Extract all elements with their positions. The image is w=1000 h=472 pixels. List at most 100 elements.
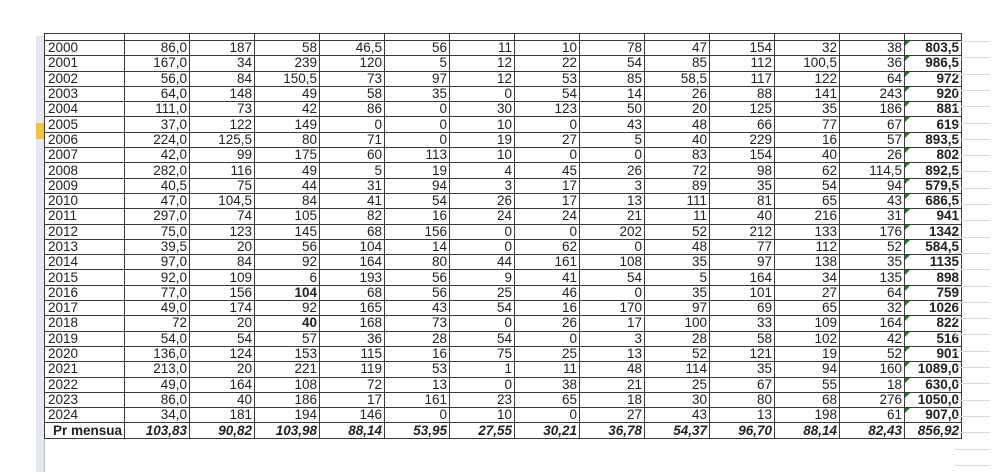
- value-cell[interactable]: 108: [579, 254, 646, 271]
- value-cell[interactable]: 58: [709, 330, 776, 347]
- value-cell[interactable]: 25: [644, 376, 711, 393]
- year-cell[interactable]: 2024: [43, 407, 126, 424]
- total-cell[interactable]: 759: [904, 284, 963, 302]
- value-cell[interactable]: 164: [709, 269, 776, 286]
- value-cell[interactable]: 133: [774, 223, 841, 240]
- value-cell[interactable]: 6: [254, 269, 321, 286]
- value-cell[interactable]: 64,0: [124, 85, 191, 103]
- value-cell[interactable]: 88: [709, 85, 776, 103]
- average-cell[interactable]: 53,95: [384, 422, 451, 439]
- value-cell[interactable]: 0: [514, 223, 581, 240]
- total-cell[interactable]: 822: [904, 315, 963, 332]
- row-header[interactable]: [36, 237, 44, 253]
- value-cell[interactable]: 150,5: [254, 70, 321, 87]
- value-cell[interactable]: 0: [449, 223, 516, 240]
- total-cell[interactable]: 893,5: [904, 131, 963, 149]
- value-cell[interactable]: 65: [514, 391, 581, 409]
- value-cell[interactable]: 111: [644, 192, 711, 210]
- row-header[interactable]: [36, 432, 44, 448]
- value-cell[interactable]: 26: [644, 85, 711, 103]
- value-cell[interactable]: 10: [449, 407, 516, 424]
- value-cell[interactable]: 40: [254, 315, 321, 332]
- total-cell[interactable]: 892,5: [904, 162, 963, 179]
- value-cell[interactable]: 20: [189, 315, 256, 332]
- value-cell[interactable]: 42: [254, 101, 321, 118]
- value-cell[interactable]: 149: [254, 116, 321, 133]
- value-cell[interactable]: 135: [839, 269, 906, 286]
- value-cell[interactable]: 175: [254, 147, 321, 164]
- value-cell[interactable]: 27: [579, 407, 646, 424]
- value-cell[interactable]: 123: [189, 223, 256, 240]
- value-cell[interactable]: 39,5: [124, 238, 191, 256]
- value-cell[interactable]: 43: [644, 407, 711, 424]
- row-header[interactable]: [36, 383, 44, 399]
- value-cell[interactable]: 122: [189, 116, 256, 133]
- value-cell[interactable]: 58: [254, 39, 321, 57]
- value-cell[interactable]: 30: [449, 101, 516, 118]
- value-cell[interactable]: 5: [579, 131, 646, 149]
- value-cell[interactable]: 44: [254, 177, 321, 194]
- row-header[interactable]: [36, 106, 44, 122]
- value-cell[interactable]: 116: [189, 162, 256, 179]
- value-cell[interactable]: 21: [579, 376, 646, 393]
- value-cell[interactable]: 36: [319, 330, 386, 347]
- value-cell[interactable]: 176: [839, 223, 906, 240]
- row-header[interactable]: [36, 122, 44, 139]
- value-cell[interactable]: 14: [579, 85, 646, 103]
- value-cell[interactable]: 54: [449, 300, 516, 317]
- value-cell[interactable]: 111,0: [124, 101, 191, 118]
- value-cell[interactable]: 164: [839, 315, 906, 332]
- total-cell[interactable]: 630,0: [904, 376, 963, 393]
- year-cell[interactable]: 2018: [43, 315, 126, 332]
- value-cell[interactable]: 84: [189, 70, 256, 87]
- average-cell[interactable]: 54,37: [644, 422, 711, 439]
- value-cell[interactable]: 65: [774, 192, 841, 210]
- value-cell[interactable]: 83: [644, 147, 711, 164]
- value-cell[interactable]: 52: [644, 345, 711, 363]
- value-cell[interactable]: 11: [644, 208, 711, 225]
- average-cell[interactable]: 103,98: [254, 422, 321, 439]
- value-cell[interactable]: 25: [514, 345, 581, 363]
- value-cell[interactable]: 10: [449, 116, 516, 133]
- value-cell[interactable]: 16: [774, 131, 841, 149]
- row-header[interactable]: [36, 57, 44, 73]
- row-header[interactable]: [36, 416, 44, 432]
- cell[interactable]: [839, 33, 906, 41]
- value-cell[interactable]: 40: [774, 147, 841, 164]
- total-cell[interactable]: 1026: [904, 300, 963, 317]
- value-cell[interactable]: 27: [774, 284, 841, 302]
- year-cell[interactable]: 2005: [43, 116, 126, 133]
- value-cell[interactable]: 174: [189, 300, 256, 317]
- value-cell[interactable]: 49: [254, 85, 321, 103]
- value-cell[interactable]: 3: [579, 177, 646, 194]
- value-cell[interactable]: 53: [384, 361, 451, 378]
- value-cell[interactable]: 125,5: [189, 131, 256, 149]
- value-cell[interactable]: 34,0: [124, 407, 191, 424]
- value-cell[interactable]: 161: [514, 254, 581, 271]
- total-cell[interactable]: 907,0: [904, 407, 963, 424]
- value-cell[interactable]: 97,0: [124, 254, 191, 271]
- total-cell[interactable]: 1342: [904, 223, 963, 240]
- value-cell[interactable]: 224,0: [124, 131, 191, 149]
- value-cell[interactable]: 32: [839, 300, 906, 317]
- value-cell[interactable]: 35: [644, 254, 711, 271]
- value-cell[interactable]: 84: [189, 254, 256, 271]
- value-cell[interactable]: 16: [514, 300, 581, 317]
- value-cell[interactable]: 44: [449, 254, 516, 271]
- value-cell[interactable]: 52: [839, 238, 906, 256]
- value-cell[interactable]: 145: [254, 223, 321, 240]
- cell[interactable]: [904, 33, 963, 41]
- value-cell[interactable]: 86,0: [124, 391, 191, 409]
- value-cell[interactable]: 34: [189, 55, 256, 72]
- year-cell[interactable]: 2001: [43, 55, 126, 72]
- value-cell[interactable]: 41: [319, 192, 386, 210]
- average-cell[interactable]: 88,14: [319, 422, 386, 439]
- value-cell[interactable]: 0: [384, 101, 451, 118]
- total-cell[interactable]: 516: [904, 330, 963, 347]
- value-cell[interactable]: 4: [449, 162, 516, 179]
- value-cell[interactable]: 19: [384, 162, 451, 179]
- value-cell[interactable]: 37,0: [124, 116, 191, 133]
- total-cell[interactable]: 584,5: [904, 238, 963, 256]
- value-cell[interactable]: 34: [774, 269, 841, 286]
- value-cell[interactable]: 154: [709, 39, 776, 57]
